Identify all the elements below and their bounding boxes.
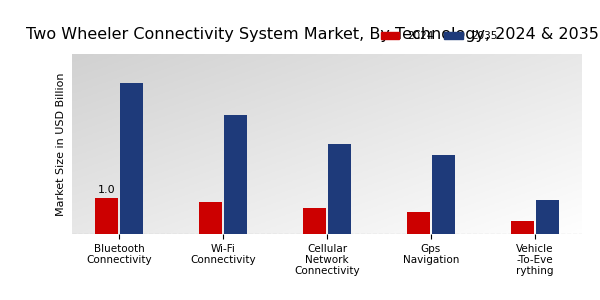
Bar <box>328 144 351 234</box>
Bar <box>224 115 247 234</box>
Bar <box>199 202 222 234</box>
Bar <box>511 221 534 234</box>
Y-axis label: Market Size in USD Billion: Market Size in USD Billion <box>56 72 67 216</box>
Bar <box>303 208 326 234</box>
Bar <box>95 198 118 234</box>
Text: 1.0: 1.0 <box>98 185 115 195</box>
Legend: 2024, 2035: 2024, 2035 <box>376 27 502 45</box>
Bar <box>120 83 143 234</box>
Bar <box>407 212 430 234</box>
Bar <box>432 155 455 234</box>
Text: Two Wheeler Connectivity System Market, By Technology, 2024 & 2035: Two Wheeler Connectivity System Market, … <box>26 27 599 42</box>
Bar <box>536 200 559 234</box>
